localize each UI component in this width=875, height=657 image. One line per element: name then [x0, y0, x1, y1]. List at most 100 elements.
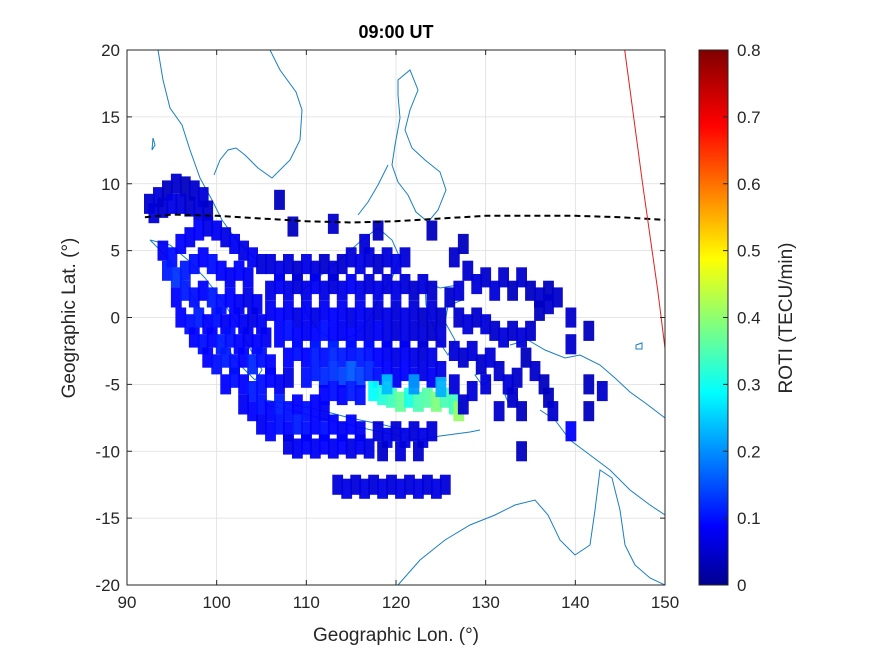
roti-cell	[318, 385, 330, 406]
roti-cell	[422, 387, 433, 408]
roti-cell	[251, 334, 263, 355]
roti-cell	[256, 254, 267, 275]
roti-cell	[431, 478, 442, 499]
roti-cell	[220, 347, 232, 368]
roti-cell	[292, 438, 303, 459]
roti-cell	[274, 189, 285, 210]
roti-cell	[242, 327, 254, 348]
roti-cell	[534, 300, 545, 321]
roti-cell	[484, 347, 496, 368]
roti-cell	[345, 247, 357, 268]
roti-cell	[399, 247, 411, 268]
roti-cell	[372, 367, 384, 388]
roti-cell	[274, 260, 285, 281]
roti-cell	[408, 280, 420, 301]
roti-cell	[507, 320, 518, 341]
roti-cell	[256, 394, 267, 415]
roti-cell	[489, 320, 501, 341]
roti-cell	[318, 367, 330, 388]
roti-cell	[220, 374, 232, 395]
roti-cell	[399, 427, 411, 448]
roti-cell	[318, 401, 330, 422]
roti-cell	[390, 347, 402, 368]
roti-cell	[265, 367, 276, 388]
y-tick-label: 10	[101, 175, 120, 194]
roti-cell	[170, 267, 182, 288]
roti-cell	[363, 438, 375, 459]
roti-cell	[170, 173, 182, 194]
colorbar-tick-label: 0.8	[737, 41, 761, 60]
roti-cell	[274, 414, 285, 435]
roti-cell	[193, 200, 205, 221]
y-tick-label: -15	[95, 509, 120, 528]
roti-cell	[157, 197, 169, 218]
roti-cell	[413, 391, 424, 412]
roti-cell	[336, 421, 348, 442]
roti-cell	[211, 307, 223, 328]
roti-cell	[215, 260, 227, 281]
roti-cell	[238, 374, 249, 395]
roti-cell	[475, 354, 487, 375]
y-tick-label: -10	[95, 442, 120, 461]
roti-cell	[256, 374, 267, 395]
y-tick-label: 15	[101, 108, 120, 127]
roti-cell	[184, 314, 196, 335]
roti-cell	[265, 300, 276, 321]
colorbar-tick-label: 0.4	[737, 309, 761, 328]
roti-cell	[283, 320, 294, 341]
roti-cell	[448, 340, 460, 361]
roti-cell	[202, 347, 214, 368]
roti-cell	[583, 401, 595, 422]
roti-cell	[292, 340, 303, 361]
roti-cell	[431, 391, 442, 412]
roti-cell	[327, 381, 339, 402]
roti-cell	[426, 347, 438, 368]
roti-cell	[283, 434, 294, 455]
roti-cell	[220, 314, 232, 335]
roti-cell	[336, 367, 348, 388]
roti-cell	[256, 414, 267, 435]
roti-cell	[197, 187, 209, 208]
roti-cell	[345, 327, 357, 348]
x-tick-label: 140	[561, 593, 589, 612]
roti-cell	[292, 394, 303, 415]
roti-cell	[502, 374, 514, 395]
roti-cell	[372, 254, 384, 275]
roti-cell	[202, 200, 214, 221]
roti-cell	[336, 385, 348, 406]
roti-cell	[583, 320, 595, 341]
roti-cell	[247, 247, 258, 268]
roti-cell	[354, 320, 366, 341]
roti-cell	[327, 260, 339, 281]
roti-cell	[565, 334, 577, 355]
roti-cell	[466, 381, 478, 402]
roti-cell	[345, 340, 357, 361]
colorbar-label: ROTI (TECU/min)	[776, 243, 797, 394]
roti-cell	[390, 280, 402, 301]
roti-cell	[516, 401, 527, 422]
roti-cell	[224, 327, 236, 348]
colorbar-tick-label: 0	[737, 576, 746, 595]
roti-cell	[417, 340, 429, 361]
roti-cell	[233, 294, 245, 315]
coastline-vietnam	[213, 50, 303, 179]
roti-cell	[327, 361, 339, 382]
roti-cell	[417, 307, 429, 328]
roti-cell	[552, 287, 563, 308]
roti-cell	[381, 427, 393, 448]
roti-cell	[426, 367, 438, 388]
roti-cell	[453, 280, 465, 301]
roti-cell	[179, 280, 191, 301]
roti-cell	[229, 233, 240, 254]
roti-cell	[162, 260, 173, 281]
roti-cell	[247, 401, 258, 422]
y-tick-label: 5	[111, 242, 120, 261]
roti-cell	[462, 260, 474, 281]
roti-cell	[457, 394, 469, 415]
roti-cell	[368, 381, 379, 402]
roti-cell	[390, 254, 402, 275]
roti-cell	[179, 176, 191, 197]
roti-cell	[188, 180, 200, 201]
colorbar-tick-label: 0.1	[737, 509, 761, 528]
roti-cell	[386, 387, 397, 408]
